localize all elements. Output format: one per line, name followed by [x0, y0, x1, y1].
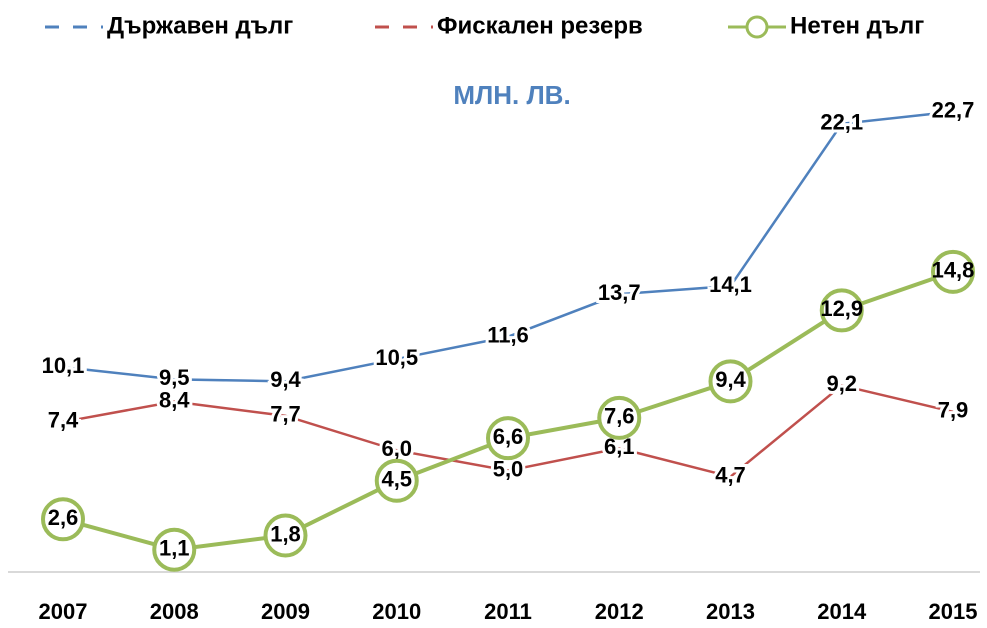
- chart-subtitle: МЛН. ЛВ.: [453, 80, 570, 110]
- x-tick-label: 2009: [261, 599, 310, 624]
- x-tick-label: 2011: [484, 599, 532, 624]
- x-tick-label: 2010: [372, 599, 421, 624]
- x-tick-label: 2007: [39, 599, 88, 624]
- data-label: 8,4: [159, 387, 190, 412]
- data-label: 9,4: [270, 367, 301, 392]
- data-label: 7,6: [604, 404, 635, 429]
- marker: [708, 359, 753, 404]
- series-line: [62, 384, 954, 479]
- x-tick-label: 2008: [150, 599, 199, 624]
- data-label: 9,4: [715, 367, 746, 392]
- data-label: 9,2: [826, 371, 857, 396]
- data-label: 4,7: [715, 462, 746, 487]
- x-tick-label: 2014: [817, 599, 867, 624]
- data-label: 22,1: [820, 110, 863, 135]
- legend-marker: [745, 15, 769, 39]
- data-label: 4,5: [381, 467, 412, 492]
- x-tick-label: 2013: [706, 599, 755, 624]
- data-label: 13,7: [598, 280, 641, 305]
- data-label: 7,9: [938, 398, 969, 423]
- data-label: 6,0: [381, 436, 412, 461]
- marker: [931, 249, 975, 294]
- marker: [374, 458, 419, 503]
- data-label: 10,1: [42, 353, 85, 378]
- data-label: 1,1: [159, 536, 190, 561]
- legend-label: Фискален резерв: [437, 12, 643, 39]
- data-label: 10,5: [375, 345, 418, 370]
- marker: [263, 513, 308, 558]
- marker: [152, 527, 197, 572]
- x-tick-label: 2015: [929, 599, 978, 624]
- series-line: [62, 110, 954, 383]
- data-label: 1,8: [270, 521, 301, 546]
- marker: [597, 395, 642, 440]
- legend-label: Държавен дълг: [107, 12, 293, 39]
- data-label: 12,9: [820, 296, 863, 321]
- data-label: 22,7: [932, 97, 975, 122]
- data-label: 7,7: [270, 402, 301, 427]
- data-label: 6,6: [493, 424, 524, 449]
- data-label: 11,6: [487, 323, 529, 348]
- marker: [486, 416, 530, 461]
- data-label: 2,6: [48, 505, 79, 530]
- marker: [819, 288, 864, 333]
- data-label: 9,5: [159, 365, 190, 390]
- legend-label: Нетен дълг: [790, 12, 924, 39]
- marker: [41, 497, 85, 542]
- data-label: 5,0: [493, 456, 524, 481]
- data-label: 7,4: [48, 408, 79, 433]
- data-label: 14,8: [932, 258, 975, 283]
- x-tick-label: 2012: [595, 599, 644, 624]
- data-label: 14,1: [709, 272, 752, 297]
